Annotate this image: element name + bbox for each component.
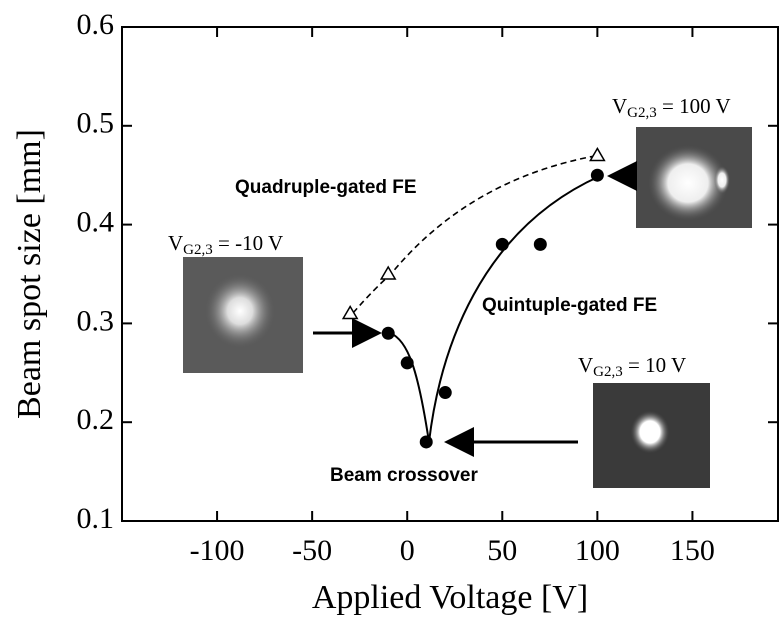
data-point [341,305,359,320]
data-point [589,146,606,162]
y-tick-label: 0.5 [77,107,115,140]
y-tick-label: 0.2 [77,403,115,436]
y-tick-label: 0.1 [77,502,115,535]
plot-frame [121,26,779,522]
fit-curve [352,154,601,314]
x-tick-label: 100 [575,534,620,567]
data-point [379,265,397,280]
label-part: = -10 V [213,231,283,255]
spot-image [593,383,710,488]
x-axis-title: Applied Voltage [V] [312,579,588,616]
y-axis-title: Beam spot size [mm] [11,129,48,419]
fit-curve [389,175,601,443]
label-part: V [168,231,183,255]
annotation: Beam crossover [330,465,478,486]
data-point [438,386,452,400]
data-point [419,435,433,449]
label-part: = 100 V [657,94,731,118]
legend-label: Quadruple-gated FE [235,177,417,198]
data-point [495,237,509,251]
label-part: = 10 V [623,353,686,377]
image-label: VG2,3 = 10 V [578,353,686,381]
x-tick-label: 0 [400,534,415,567]
x-tick-label: -50 [292,534,332,567]
label-subscript: G2,3 [593,364,623,380]
data-point [533,237,547,251]
data-point [381,326,395,340]
label-part: V [612,94,627,118]
label-subscript: G2,3 [183,242,213,258]
data-point [590,168,604,182]
x-tick-label: 150 [670,534,715,567]
legend-label: Quintuple-gated FE [482,295,657,316]
y-tick-label: 0.4 [77,205,115,238]
image-label: VG2,3 = -10 V [168,231,283,259]
x-tick-label: -100 [190,534,245,567]
x-tick-label: 50 [487,534,517,567]
image-label: VG2,3 = 100 V [612,94,731,122]
spot-image [183,257,303,373]
data-point [400,356,414,370]
label-part: V [578,353,593,377]
spot-image [636,127,752,228]
y-tick-label: 0.6 [77,8,115,41]
y-tick-label: 0.3 [77,304,115,337]
label-subscript: G2,3 [627,105,657,121]
